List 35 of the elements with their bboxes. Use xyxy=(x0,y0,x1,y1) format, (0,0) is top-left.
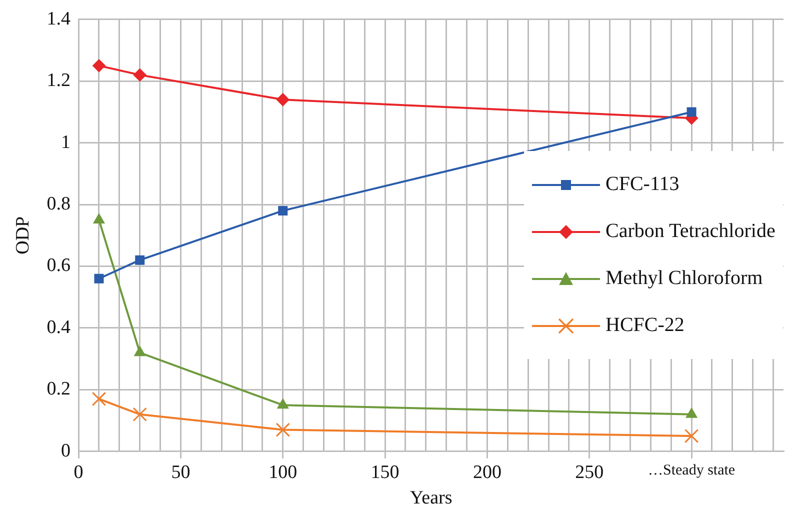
x-tick-label: 150 xyxy=(370,462,400,483)
y-tick-label: 0.2 xyxy=(46,378,71,400)
point xyxy=(276,422,290,437)
point xyxy=(684,428,699,444)
point xyxy=(135,255,145,265)
legend-label: CFC-113 xyxy=(606,173,680,196)
y-tick-label: 1 xyxy=(61,132,71,153)
x-tick-label: 250 xyxy=(575,462,604,483)
y-tick-label: 0 xyxy=(61,440,71,462)
point xyxy=(686,107,696,117)
point xyxy=(93,213,105,224)
y-axis-title: ODP xyxy=(12,216,34,254)
point xyxy=(92,59,106,72)
legend-label: Carbon Tetrachloride xyxy=(606,220,776,244)
x-tick-label: …Steady state xyxy=(648,462,736,478)
point xyxy=(276,93,290,106)
legend-label: Methyl Chloroform xyxy=(606,267,763,290)
point xyxy=(277,398,289,409)
point xyxy=(278,206,288,216)
point xyxy=(92,392,106,406)
x-axis-title: Years xyxy=(410,488,452,509)
y-tick-label: 1.2 xyxy=(46,70,71,92)
point xyxy=(134,346,146,356)
point xyxy=(686,408,698,418)
x-tick-label: 200 xyxy=(472,462,502,483)
y-tick-label: 1.4 xyxy=(46,8,72,30)
x-tick-label: 100 xyxy=(268,462,298,483)
point xyxy=(133,68,146,82)
y-tick-label: 0.4 xyxy=(46,316,72,338)
point xyxy=(94,274,104,284)
x-tick-label: 50 xyxy=(171,462,190,483)
y-tick-label: 0.8 xyxy=(46,194,71,215)
legend-label: HCFC-22 xyxy=(606,314,684,338)
point xyxy=(132,407,147,422)
y-tick-label: 0.6 xyxy=(46,255,71,276)
